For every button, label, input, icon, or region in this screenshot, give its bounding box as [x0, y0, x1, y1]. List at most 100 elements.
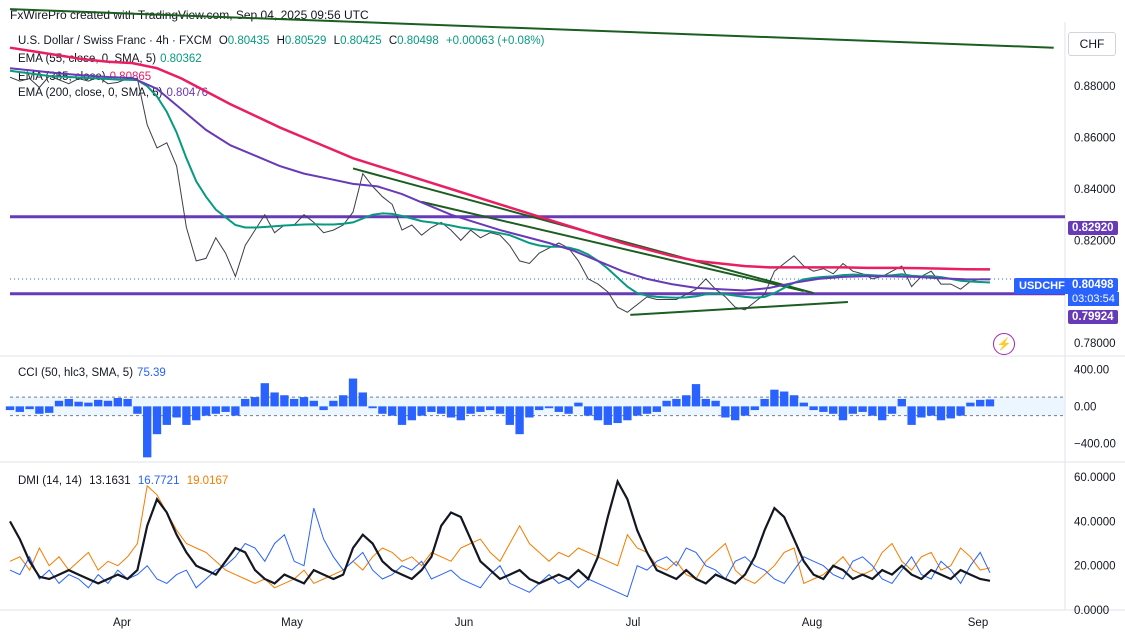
dmi-label: DMI (14, 14)	[18, 475, 82, 487]
x-axis-month-label: May	[281, 617, 303, 629]
cci-bar	[299, 397, 309, 407]
cci-bar	[946, 406, 955, 419]
cci-bar	[515, 406, 524, 435]
cci-bar	[280, 395, 289, 407]
x-axis-month-label: Apr	[113, 617, 131, 629]
trendline	[421, 200, 805, 292]
cci-bar	[123, 398, 132, 407]
cci-bar	[417, 406, 426, 416]
cci-bar	[437, 406, 446, 414]
cci-bar	[290, 398, 299, 407]
cci-bar	[672, 398, 681, 407]
cci-label: CCI (50, hlc3, SMA, 5)	[18, 367, 134, 379]
cci-bar	[192, 406, 201, 421]
cci-bar	[397, 406, 407, 425]
cci-bar	[270, 392, 279, 407]
cci-bar	[760, 398, 769, 407]
symbol-label[interactable]: U.S. Dollar / Swiss Franc · 4h · FXCM	[18, 35, 212, 47]
cci-bar	[162, 406, 171, 425]
cci-bar	[250, 397, 260, 407]
cci-bar	[750, 406, 759, 411]
cci-bar	[721, 406, 730, 418]
dmi-axis-label: 0.0000	[1074, 605, 1109, 617]
cci-bar	[829, 406, 838, 414]
cci-bar	[309, 400, 318, 407]
cci-bar	[809, 406, 818, 411]
price-line	[9, 75, 990, 313]
price-axis-label: 0.78000	[1074, 338, 1116, 350]
cci-bar	[574, 402, 583, 407]
ema200-legend[interactable]: EMA (200, close, 0, SMA, 5) 0.80476	[18, 87, 208, 99]
cci-bar	[103, 400, 113, 407]
lower-line-price-tag: 0.79924	[1068, 310, 1118, 324]
cci-bar	[652, 406, 661, 412]
cci-bar	[584, 406, 593, 416]
cci-bar	[476, 406, 485, 412]
lightning-icon[interactable]: ⚡	[993, 333, 1015, 355]
cci-bar	[427, 406, 436, 412]
cci-bar	[544, 406, 554, 409]
cci-bar	[564, 406, 573, 414]
ohlc-legend: U.S. Dollar / Swiss Franc · 4h · FXCM O0…	[18, 35, 545, 47]
cci-bar	[701, 398, 710, 407]
cci-axis-label: 0.00	[1074, 401, 1096, 413]
cci-bar	[35, 406, 44, 414]
cci-bar	[172, 406, 181, 418]
cci-bar	[623, 406, 632, 421]
last-price-tag: 0.80498	[1068, 278, 1118, 292]
cci-bar	[45, 406, 54, 413]
cci-axis-label: 400.00	[1074, 364, 1109, 376]
cci-bar	[466, 406, 475, 414]
dmi-legend[interactable]: DMI (14, 14) 13.1631 16.7721 19.0167	[18, 475, 228, 487]
cci-bar	[740, 406, 750, 416]
cci-bar	[358, 392, 367, 407]
cci-bar	[985, 399, 995, 407]
cci-bar	[329, 400, 338, 407]
cci-bar	[838, 406, 848, 421]
cci-bar	[887, 406, 897, 414]
cci-bar	[486, 406, 495, 411]
x-axis-month-label: Aug	[802, 617, 822, 629]
currency-button[interactable]: CHF	[1068, 32, 1116, 56]
cci-bar	[770, 389, 779, 407]
cci-bar	[613, 406, 622, 424]
minus-di-line	[9, 484, 991, 589]
open-value: 0.80435	[227, 35, 270, 47]
ema200-line	[9, 67, 991, 292]
cci-bar	[976, 399, 985, 407]
minus-di-value: 19.0167	[186, 475, 229, 487]
cci-bar	[731, 406, 740, 421]
cci-bar	[505, 406, 514, 425]
cci-bar	[662, 400, 671, 407]
low-value: 0.80425	[340, 35, 382, 47]
x-axis-month-label: Sep	[968, 617, 988, 629]
cci-bar	[260, 383, 269, 407]
cci-bar	[201, 406, 211, 416]
cci-bar	[535, 406, 544, 411]
cci-bar	[368, 406, 377, 409]
cci-bar	[143, 406, 152, 458]
cci-axis-label: −400.00	[1074, 438, 1116, 450]
ema55-line	[9, 69, 991, 299]
adx-value: 13.1631	[89, 475, 131, 487]
cci-bar	[15, 406, 24, 412]
cci-bar	[64, 398, 73, 407]
cci-value: 75.39	[137, 367, 166, 379]
cci-bar	[182, 406, 191, 425]
cci-bar	[956, 406, 965, 416]
cci-bar	[848, 406, 857, 414]
x-axis-month-label: Jun	[455, 617, 474, 629]
cci-bar	[241, 398, 250, 407]
change-value: +0.00063 (+0.08%)	[445, 35, 545, 47]
cci-bar	[319, 406, 328, 411]
ema365-line	[9, 46, 991, 271]
ema55-value: 0.80362	[160, 53, 202, 65]
cci-bar	[446, 406, 456, 418]
dmi-axis-label: 60.0000	[1074, 472, 1116, 484]
plus-di-line	[9, 507, 991, 598]
cci-bar	[221, 406, 230, 412]
cci-legend[interactable]: CCI (50, hlc3, SMA, 5) 75.39	[18, 367, 166, 379]
cci-bar	[878, 406, 887, 421]
cci-bar	[84, 402, 93, 407]
